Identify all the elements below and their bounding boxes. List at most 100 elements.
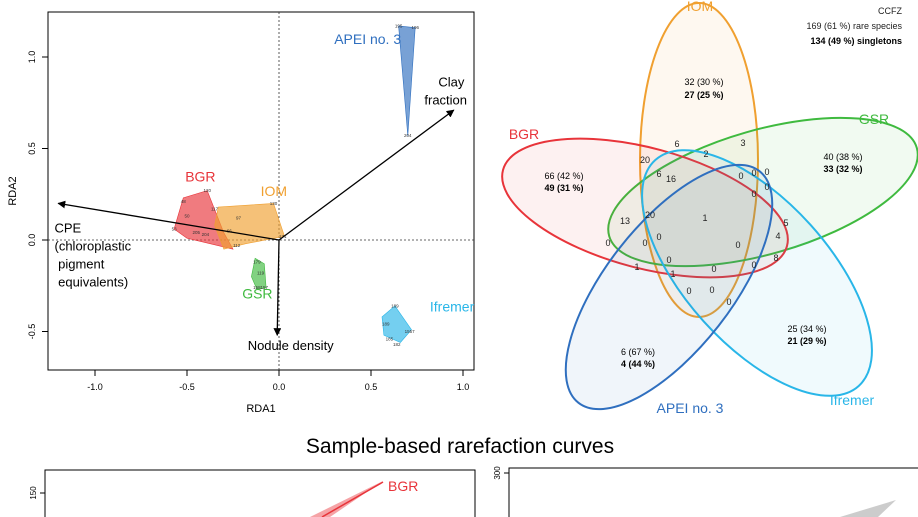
rarefaction-bgr-label: BGR bbox=[388, 478, 418, 494]
rarefaction-gray-band bbox=[840, 500, 896, 517]
rda-group-labels: BGR IOM GSR APEI no. 3 Ifremer bbox=[185, 31, 474, 314]
venn-intersection-count: 3 bbox=[740, 138, 745, 148]
venn-intersection-count: 2 bbox=[703, 149, 708, 159]
venn-diagram: CCFZ 169 (61 %) rare species 134 (49 %) … bbox=[501, 0, 918, 416]
venn-intersection-count: 1 bbox=[634, 262, 639, 272]
rda-x-tick-label: -1.0 bbox=[87, 382, 103, 392]
venn-unique-iom: 32 (30 %) bbox=[684, 77, 723, 87]
rda-x-tick-label: 0.0 bbox=[273, 382, 286, 392]
venn-intersection-count: 6 bbox=[656, 169, 661, 179]
rda-sample-label-gsr: 179 bbox=[253, 260, 261, 265]
venn-unique-apei: 6 (67 %) bbox=[621, 347, 655, 357]
venn-unique-bgr: 66 (42 %) bbox=[544, 171, 583, 181]
rda-arrow-nodule-density bbox=[273, 239, 282, 336]
rda-sample-label-gsr: 157 bbox=[261, 285, 269, 290]
venn-intersection-count: 13 bbox=[620, 216, 630, 226]
rda-sample-label-apei: 195 bbox=[395, 23, 403, 28]
rda-sample-label-gsr: 158 bbox=[253, 285, 261, 290]
rda-group-label-gsr: GSR bbox=[242, 286, 272, 302]
venn-label-apei: APEI no. 3 bbox=[657, 400, 724, 416]
rda-hull-apei bbox=[398, 25, 416, 136]
venn-intersection-count: 0 bbox=[709, 285, 714, 295]
rda-sample-label-ifremer: 185 bbox=[386, 336, 394, 341]
rda-hull-gsr bbox=[251, 257, 267, 290]
rarefaction-bgr-band bbox=[310, 481, 383, 517]
rda-sample-label-bgr: 48 bbox=[181, 199, 187, 204]
venn-intersection-count: 20 bbox=[645, 210, 655, 220]
venn-ellipse-bgr bbox=[501, 137, 789, 279]
rda-sample-label-bgr: 117 bbox=[211, 206, 219, 211]
rda-env-arrows: Clay fraction CPE (chloroplastic pigment eq… bbox=[55, 74, 468, 353]
rda-hull-iom bbox=[214, 203, 285, 250]
venn-intersection-count: 0 bbox=[656, 232, 661, 242]
rda-y-axis-label: RDA2 bbox=[7, 176, 19, 205]
venn-label-bgr: BGR bbox=[509, 126, 539, 142]
venn-unique-ifremer: 25 (34 %) bbox=[787, 324, 826, 334]
venn-intersection-count: 4 bbox=[775, 231, 780, 241]
venn-intersection-count: 0 bbox=[764, 167, 769, 177]
rda-sample-label-apei: 196 bbox=[411, 25, 419, 30]
venn-label-iom: IOM bbox=[687, 0, 713, 14]
rda-group-label-iom: IOM bbox=[261, 183, 287, 199]
rda-sample-label-bgr: 120 bbox=[203, 188, 211, 193]
rda-group-label-apei: APEI no. 3 bbox=[334, 31, 401, 47]
venn-singletons-gsr: 33 (32 %) bbox=[823, 164, 862, 174]
rda-hull-ifremer bbox=[381, 305, 412, 343]
rarefaction-bgr-line bbox=[321, 481, 384, 517]
venn-intersection-count: 20 bbox=[640, 155, 650, 165]
venn-intersection-count: 1 bbox=[670, 269, 675, 279]
rda-y-axis: -0.5 0.0 0.5 1.0 bbox=[27, 51, 48, 340]
rda-sample-label-ifremer: 182 bbox=[393, 342, 401, 347]
rda-sample-label-iom: 97 bbox=[236, 216, 242, 221]
rda-group-label-ifremer: Ifremer bbox=[430, 298, 475, 314]
venn-unique-counts: 32 (30 %) 27 (25 %) 40 (38 %) 33 (32 %) … bbox=[544, 77, 862, 369]
rda-x-tick-label: -0.5 bbox=[179, 382, 195, 392]
rda-arrow-label-cpe: CPE (chloroplastic pigment equivalents) bbox=[55, 221, 132, 290]
venn-singletons-ifremer: 21 (29 %) bbox=[787, 336, 826, 346]
rda-sample-label-bgr: 205 bbox=[192, 230, 200, 235]
rda-sample-label-ifremer: 189 bbox=[382, 322, 390, 327]
venn-label-gsr: GSR bbox=[859, 111, 889, 127]
rda-x-tick-label: 1.0 bbox=[457, 382, 470, 392]
rarefaction-title: Sample-based rarefaction curves bbox=[306, 435, 614, 458]
venn-intersection-count: 0 bbox=[686, 286, 691, 296]
rarefaction-left-ytick-label: 150 bbox=[29, 486, 38, 500]
rda-group-label-bgr: BGR bbox=[185, 168, 215, 184]
venn-singletons-iom: 27 (25 %) bbox=[684, 90, 723, 100]
venn-ellipse-apei bbox=[564, 163, 774, 411]
rda-x-axis: -1.0 -0.5 0.0 0.5 1.0 bbox=[87, 370, 469, 392]
rda-sample-label-apei: 204 bbox=[404, 133, 412, 138]
rda-sample-label-iom: 130 bbox=[270, 201, 278, 206]
rda-arrow-label-clay-fraction: Clay fraction bbox=[424, 74, 467, 107]
venn-ellipse-ifremer bbox=[641, 149, 873, 397]
venn-intersection-count: 0 bbox=[751, 260, 756, 270]
rda-y-tick-label: -0.5 bbox=[27, 324, 37, 340]
rda-y-tick-label: 0.5 bbox=[27, 142, 37, 155]
venn-summary-line-2: 169 (61 %) rare species bbox=[806, 21, 902, 31]
rda-sample-label-ifremer: 1557 bbox=[405, 329, 416, 334]
rarefaction-section: Sample-based rarefaction curves 150 BGR … bbox=[29, 435, 918, 517]
rarefaction-panel-left: 150 BGR bbox=[29, 469, 476, 517]
rda-sample-label-bgr: 204 bbox=[202, 232, 210, 237]
venn-intersection-count: 0 bbox=[711, 264, 716, 274]
venn-singletons-bgr: 49 (31 %) bbox=[544, 183, 583, 193]
rarefaction-panel-right: 300 bbox=[493, 466, 918, 517]
venn-intersection-count: 0 bbox=[605, 238, 610, 248]
rda-sample-label-gsr: 119 bbox=[257, 270, 265, 275]
venn-intersection-count: 0 bbox=[666, 255, 671, 265]
rda-arrow-label-nodule-density: Nodule density bbox=[248, 338, 334, 353]
rda-sample-label-iom: 112 bbox=[233, 243, 241, 248]
rda-y-tick-label: 0.0 bbox=[27, 234, 37, 247]
rda-y-tick-label: 1.0 bbox=[27, 51, 37, 64]
venn-intersection-count: 0 bbox=[751, 168, 756, 178]
rda-arrow-cpe bbox=[57, 200, 280, 241]
venn-singletons-apei: 4 (44 %) bbox=[621, 359, 655, 369]
rda-sample-label-bgr: 50 bbox=[184, 214, 190, 219]
rda-plot-frame bbox=[47, 11, 475, 371]
rarefaction-right-ytick-label: 300 bbox=[493, 466, 502, 480]
rda-arrow-clay-fraction bbox=[278, 109, 455, 241]
